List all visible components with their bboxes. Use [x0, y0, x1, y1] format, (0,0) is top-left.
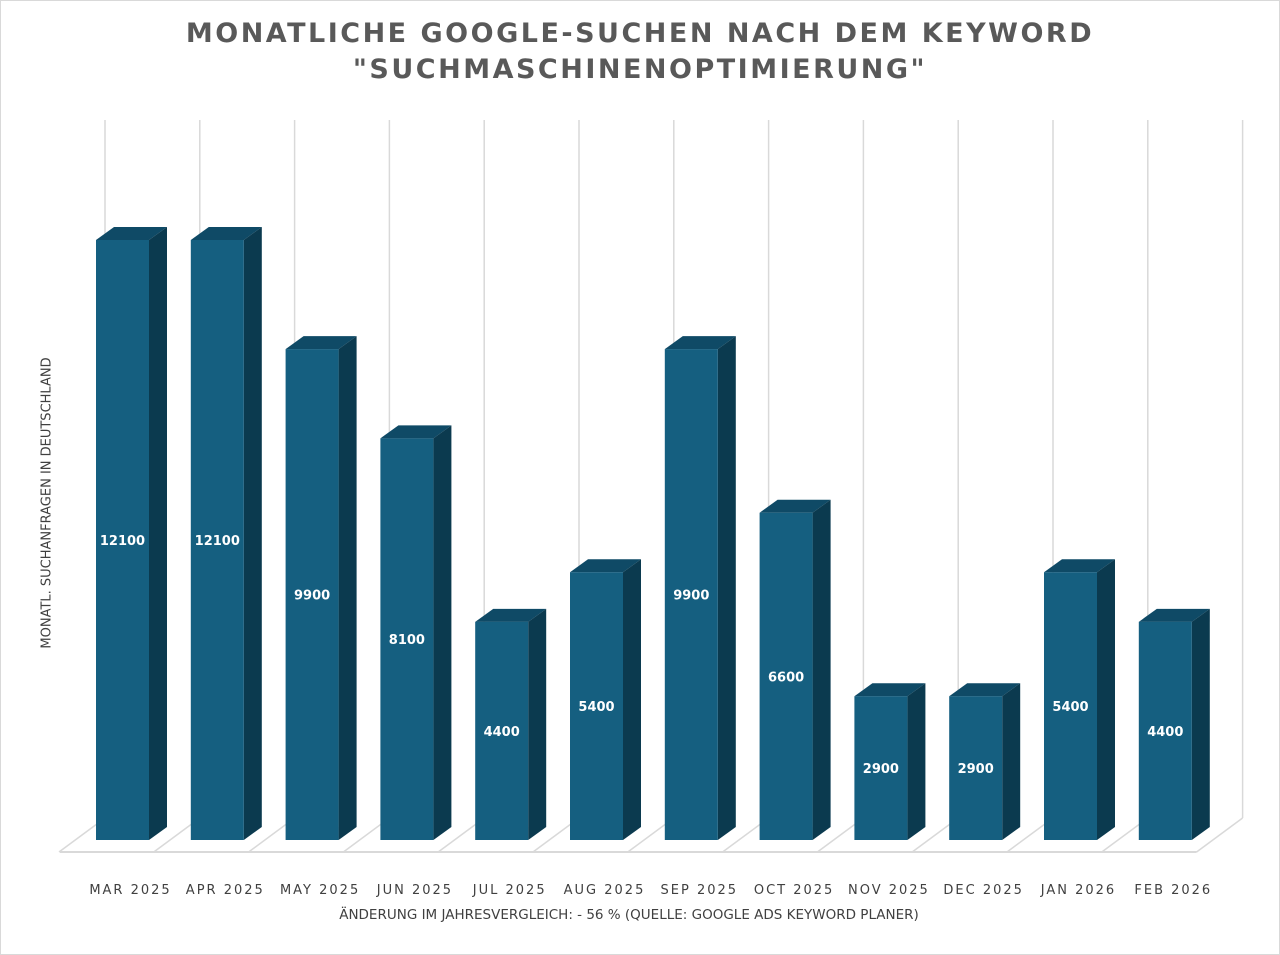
data-label: 2900 — [958, 762, 994, 777]
x-tick-label: AUG 2025 — [564, 883, 646, 898]
bar-side — [1002, 683, 1021, 840]
data-label: 2900 — [863, 762, 899, 777]
x-tick-label: SEP 2025 — [661, 883, 739, 898]
bar-side — [623, 559, 641, 840]
bar-side — [149, 227, 167, 840]
data-label: 12100 — [100, 534, 145, 549]
bar — [570, 572, 623, 840]
bar — [949, 696, 1003, 840]
x-tick-label: FEB 2026 — [1134, 883, 1212, 898]
data-label: 4400 — [484, 725, 520, 740]
bar — [380, 438, 434, 840]
bar-top — [570, 559, 641, 573]
x-tick-label: MAY 2025 — [280, 883, 360, 898]
bar-side — [338, 336, 357, 840]
x-axis-label: ÄNDERUNG IM JAHRESVERGLEICH: - 56 % (QUE… — [339, 907, 919, 923]
bar — [285, 349, 339, 840]
bar-top — [96, 227, 167, 240]
bar-top — [285, 336, 357, 350]
bar — [854, 696, 908, 840]
x-tick-label: DEC 2025 — [943, 883, 1024, 898]
x-tick-label: JAN 2026 — [1040, 883, 1116, 898]
bar-top — [475, 608, 547, 622]
bar-side — [717, 336, 736, 840]
bar — [475, 621, 529, 840]
title-line-2: "SUCHMASCHINENOPTIMIERUNG" — [352, 54, 928, 85]
data-label: 9900 — [673, 589, 709, 604]
x-tick-label: NOV 2025 — [848, 883, 930, 898]
bar — [190, 240, 244, 840]
bar-side — [243, 227, 262, 840]
bar-top — [949, 683, 1021, 697]
data-label: 8100 — [389, 633, 425, 648]
chart-title: MONATLICHE GOOGLE-SUCHEN NACH DEM KEYWOR… — [0, 16, 1280, 88]
bar-side — [812, 499, 831, 840]
bar-top — [759, 499, 831, 513]
bar-side — [1191, 608, 1210, 840]
bar-side — [528, 608, 547, 840]
x-tick-label: APR 2025 — [186, 883, 265, 898]
bar-top — [1138, 608, 1210, 622]
bar-side — [1097, 559, 1115, 840]
y-axis-label: MONATL. SUCHANFRAGEN IN DEUTSCHLAND — [39, 357, 55, 649]
data-label: 4400 — [1147, 725, 1183, 740]
bar — [664, 349, 718, 840]
bar — [759, 512, 813, 840]
data-label: 9900 — [294, 589, 330, 604]
bar — [1044, 572, 1097, 840]
data-label: 5400 — [1052, 700, 1088, 715]
bar-top — [190, 227, 262, 240]
bar-top — [854, 683, 926, 697]
bar-side — [907, 683, 926, 840]
bar — [1138, 621, 1192, 840]
x-tick-label: OCT 2025 — [754, 883, 834, 898]
data-label: 5400 — [578, 700, 614, 715]
bar-side — [433, 425, 452, 840]
floor-line — [1196, 817, 1244, 853]
bar-top — [664, 336, 736, 350]
title-line-1: MONATLICHE GOOGLE-SUCHEN NACH DEM KEYWOR… — [185, 18, 1095, 49]
x-tick-label: JUL 2025 — [472, 883, 547, 898]
x-tick-label: MAR 2025 — [89, 883, 171, 898]
x-tick-label: JUN 2025 — [376, 883, 453, 898]
bar-top — [380, 425, 452, 439]
bar — [96, 240, 149, 840]
bar-top — [1044, 559, 1115, 573]
data-label: 12100 — [195, 534, 240, 549]
data-label: 6600 — [768, 670, 804, 685]
